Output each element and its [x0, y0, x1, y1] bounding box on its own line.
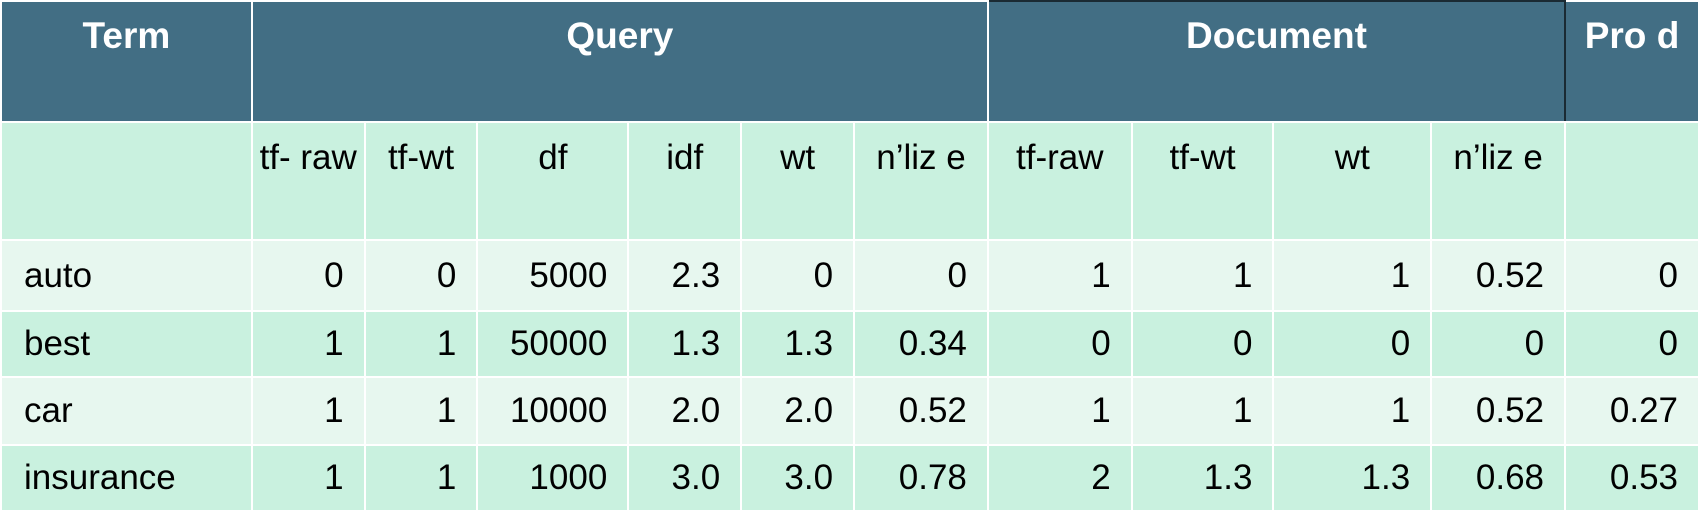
subheader-query-wt: wt [740, 121, 856, 241]
value-cell: 1 [363, 376, 479, 446]
term-cell: insurance [0, 444, 253, 512]
table-row: auto 0 0 5000 2.3 0 0 1 1 1 0.52 0 [0, 239, 1700, 312]
value-cell: 2.0 [740, 376, 856, 446]
value-cell: 0 [1564, 310, 1700, 378]
subheader-query-df: df [476, 121, 630, 241]
value-cell: 1000 [476, 444, 630, 512]
value-cell: 1.3 [627, 310, 743, 378]
value-cell: 1 [1130, 376, 1275, 446]
value-cell: 2.3 [627, 239, 743, 312]
value-cell: 0.68 [1430, 444, 1567, 512]
value-cell: 1 [250, 310, 366, 378]
value-cell: 0 [363, 239, 479, 312]
header-prod: Pro d [1564, 0, 1700, 123]
value-cell: 0.27 [1564, 376, 1700, 446]
subheader-row: tf- raw tf-wt df idf wt n’liz e tf-raw t… [0, 121, 1700, 241]
value-cell: 1 [986, 239, 1133, 312]
value-cell: 0 [1564, 239, 1700, 312]
value-cell: 1.3 [1130, 444, 1275, 512]
value-cell: 10000 [476, 376, 630, 446]
value-cell: 0.52 [1430, 239, 1567, 312]
value-cell: 1.3 [740, 310, 856, 378]
header-document: Document [986, 0, 1567, 123]
value-cell: 0 [250, 239, 366, 312]
value-cell: 0.78 [853, 444, 989, 512]
subheader-query-tf-wt: tf-wt [363, 121, 479, 241]
value-cell: 1 [986, 376, 1133, 446]
value-cell: 1 [363, 310, 479, 378]
value-cell: 1.3 [1272, 444, 1433, 512]
value-cell: 0 [740, 239, 856, 312]
value-cell: 0.52 [853, 376, 989, 446]
value-cell: 1 [363, 444, 479, 512]
value-cell: 0 [1130, 310, 1275, 378]
value-cell: 5000 [476, 239, 630, 312]
header-term: Term [0, 0, 253, 123]
value-cell: 1 [1272, 376, 1433, 446]
value-cell: 1 [250, 444, 366, 512]
subheader-doc-wt: wt [1272, 121, 1433, 241]
value-cell: 0.53 [1564, 444, 1700, 512]
subheader-doc-tf-wt: tf-wt [1130, 121, 1275, 241]
subheader-term [0, 121, 253, 241]
term-cell: auto [0, 239, 253, 312]
value-cell: 3.0 [627, 444, 743, 512]
table-row: car 1 1 10000 2.0 2.0 0.52 1 1 1 0.52 0.… [0, 376, 1700, 446]
header-query: Query [250, 0, 989, 123]
subheader-query-nlize: n’liz e [853, 121, 989, 241]
value-cell: 50000 [476, 310, 630, 378]
subheader-query-idf: idf [627, 121, 743, 241]
group-header-row: Term Query Document Pro d [0, 0, 1700, 123]
value-cell: 0 [853, 239, 989, 312]
value-cell: 0.34 [853, 310, 989, 378]
value-cell: 0 [986, 310, 1133, 378]
value-cell: 0 [1272, 310, 1433, 378]
subheader-doc-nlize: n’liz e [1430, 121, 1567, 241]
value-cell: 3.0 [740, 444, 856, 512]
term-cell: best [0, 310, 253, 378]
table-row: best 1 1 50000 1.3 1.3 0.34 0 0 0 0 0 [0, 310, 1700, 378]
value-cell: 0.52 [1430, 376, 1567, 446]
subheader-query-tf-raw: tf- raw [250, 121, 366, 241]
subheader-doc-tf-raw: tf-raw [986, 121, 1133, 241]
value-cell: 1 [250, 376, 366, 446]
value-cell: 2 [986, 444, 1133, 512]
subheader-prod [1564, 121, 1700, 241]
value-cell: 0 [1430, 310, 1567, 378]
term-cell: car [0, 376, 253, 446]
value-cell: 1 [1272, 239, 1433, 312]
value-cell: 2.0 [627, 376, 743, 446]
value-cell: 1 [1130, 239, 1275, 312]
table-row: insurance 1 1 1000 3.0 3.0 0.78 2 1.3 1.… [0, 444, 1700, 512]
